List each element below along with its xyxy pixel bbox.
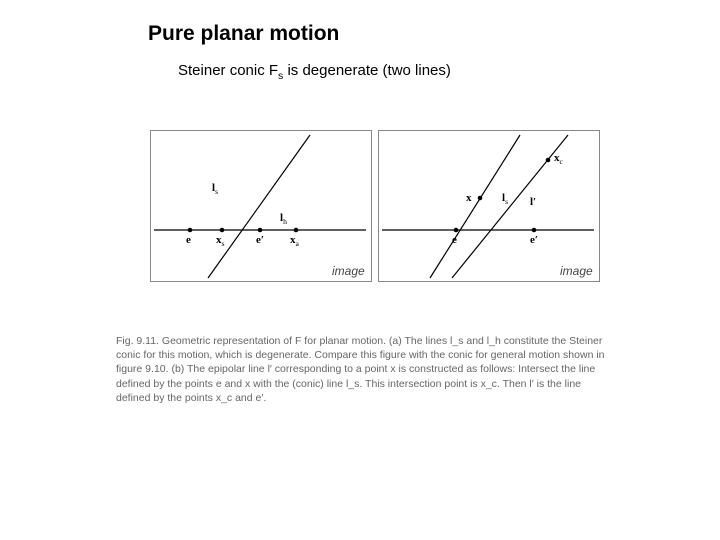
diagram-svg <box>0 0 720 540</box>
point-label: e <box>186 234 191 246</box>
point-label: l′ <box>530 196 536 208</box>
point-label: xs <box>216 234 225 248</box>
point-label: lh <box>280 212 287 226</box>
point-label: e <box>452 234 457 246</box>
point-label: xc <box>554 152 563 166</box>
point-label: e′ <box>530 234 538 246</box>
point-label: x <box>466 192 472 204</box>
figure-caption: Fig. 9.11. Geometric representation of F… <box>116 334 616 405</box>
point-label: xa <box>290 234 299 248</box>
point-label: ls <box>212 182 218 196</box>
point-label: ls <box>502 192 508 206</box>
point-label: e′ <box>256 234 264 246</box>
